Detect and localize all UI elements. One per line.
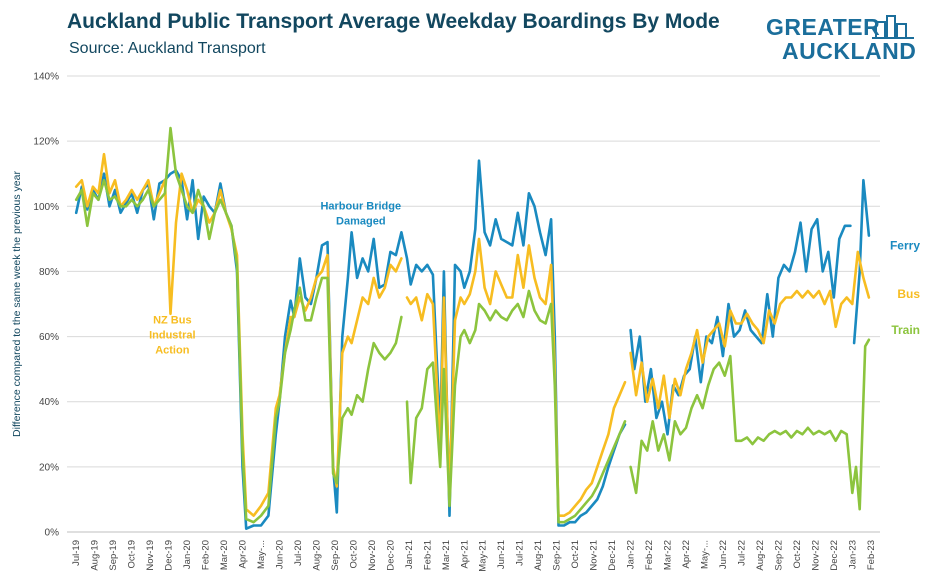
logo-line-2: AUCKLAND xyxy=(782,38,917,64)
x-tick-label: Mar-20 xyxy=(219,540,230,570)
x-tick-label: Oct-19 xyxy=(127,540,138,569)
x-tick-label: Aug-22 xyxy=(755,540,766,571)
series-line-bus xyxy=(629,250,871,420)
series-line-train xyxy=(74,126,403,524)
x-tick-label: Sep-21 xyxy=(552,540,563,571)
x-tick-label: Jul-22 xyxy=(736,540,747,566)
y-tick-label: 0% xyxy=(45,528,60,539)
y-axis-title: Difference compared to the same week the… xyxy=(11,171,23,437)
legend-label-train: Train xyxy=(891,323,920,337)
x-tick-label: Nov-20 xyxy=(367,540,378,571)
x-tick-label: Apr-21 xyxy=(459,540,470,569)
x-tick-label: Sep-20 xyxy=(330,540,341,571)
x-tick-label: Oct-21 xyxy=(570,540,581,569)
y-tick-label: 40% xyxy=(39,397,59,408)
x-tick-label: May-... xyxy=(699,540,710,569)
x-tick-label: Feb-23 xyxy=(866,540,877,570)
x-tick-label: Apr-20 xyxy=(238,540,249,569)
x-tick-label: Nov-21 xyxy=(589,540,600,571)
x-tick-label: Oct-20 xyxy=(348,540,359,569)
x-tick-label: Feb-20 xyxy=(201,540,212,570)
annotation-text: Damaged xyxy=(336,216,386,228)
annotation-text: NZ Bus xyxy=(153,315,192,327)
series-line-ferry xyxy=(74,159,627,530)
x-tick-label: Aug-19 xyxy=(90,540,101,571)
x-tick-label: Jan-21 xyxy=(404,540,415,569)
x-tick-label: Jan-22 xyxy=(626,540,637,569)
x-tick-label: Jan-23 xyxy=(847,540,858,569)
page-subtitle: Source: Auckland Transport xyxy=(69,40,266,57)
x-tick-label: Jun-21 xyxy=(496,540,507,569)
annotation-text: Action xyxy=(155,345,190,357)
y-tick-label: 80% xyxy=(39,267,59,278)
x-tick-label: Dec-22 xyxy=(829,540,840,571)
skyline-icon xyxy=(872,15,914,39)
series-line-train xyxy=(405,289,627,524)
y-tick-label: 120% xyxy=(33,137,59,148)
x-tick-label: Dec-19 xyxy=(164,540,175,571)
series-line-ferry xyxy=(852,178,871,345)
x-tick-label: Jun-22 xyxy=(718,540,729,569)
x-tick-label: May-... xyxy=(256,540,267,569)
greater-auckland-logo[interactable]: GREATER AUCKLAND xyxy=(760,12,925,68)
series-line-train xyxy=(629,338,871,511)
x-tick-label: Dec-21 xyxy=(607,540,618,571)
annotation-text: Industral xyxy=(149,330,195,342)
y-tick-label: 100% xyxy=(33,202,59,213)
x-tick-label: Jan-20 xyxy=(182,540,193,569)
x-tick-label: Nov-22 xyxy=(810,540,821,571)
y-tick-label: 20% xyxy=(39,462,59,473)
legend-label-ferry: Ferry xyxy=(890,238,920,252)
x-tick-label: Sep-19 xyxy=(108,540,119,571)
x-tick-label: Apr-22 xyxy=(681,540,692,569)
x-tick-label: Feb-22 xyxy=(644,540,655,570)
annotation-text: Harbour Bridge xyxy=(320,201,401,213)
legend-label-bus: Bus xyxy=(897,287,920,301)
logo-line-1: GREATER xyxy=(766,14,881,40)
x-tick-label: Aug-20 xyxy=(311,540,322,571)
x-tick-label: Mar-22 xyxy=(663,540,674,570)
x-tick-label: May-21 xyxy=(478,540,489,572)
x-tick-label: Mar-21 xyxy=(441,540,452,570)
x-tick-label: Jun-20 xyxy=(274,540,285,569)
x-tick-label: Sep-22 xyxy=(773,540,784,571)
series-line-bus xyxy=(405,237,627,517)
x-tick-label: Aug-21 xyxy=(533,540,544,571)
x-tick-label: Oct-22 xyxy=(792,540,803,569)
y-tick-label: 60% xyxy=(39,332,59,343)
x-tick-label: Feb-21 xyxy=(422,540,433,570)
x-tick-label: Jul-21 xyxy=(515,540,526,566)
x-tick-label: Jul-20 xyxy=(293,540,304,566)
x-tick-label: Dec-20 xyxy=(385,540,396,571)
series-line-ferry xyxy=(629,218,852,436)
x-tick-label: Jul-19 xyxy=(71,540,82,566)
y-tick-label: 140% xyxy=(33,72,59,83)
x-tick-label: Nov-19 xyxy=(145,540,156,571)
page-title: Auckland Public Transport Average Weekda… xyxy=(67,10,720,33)
